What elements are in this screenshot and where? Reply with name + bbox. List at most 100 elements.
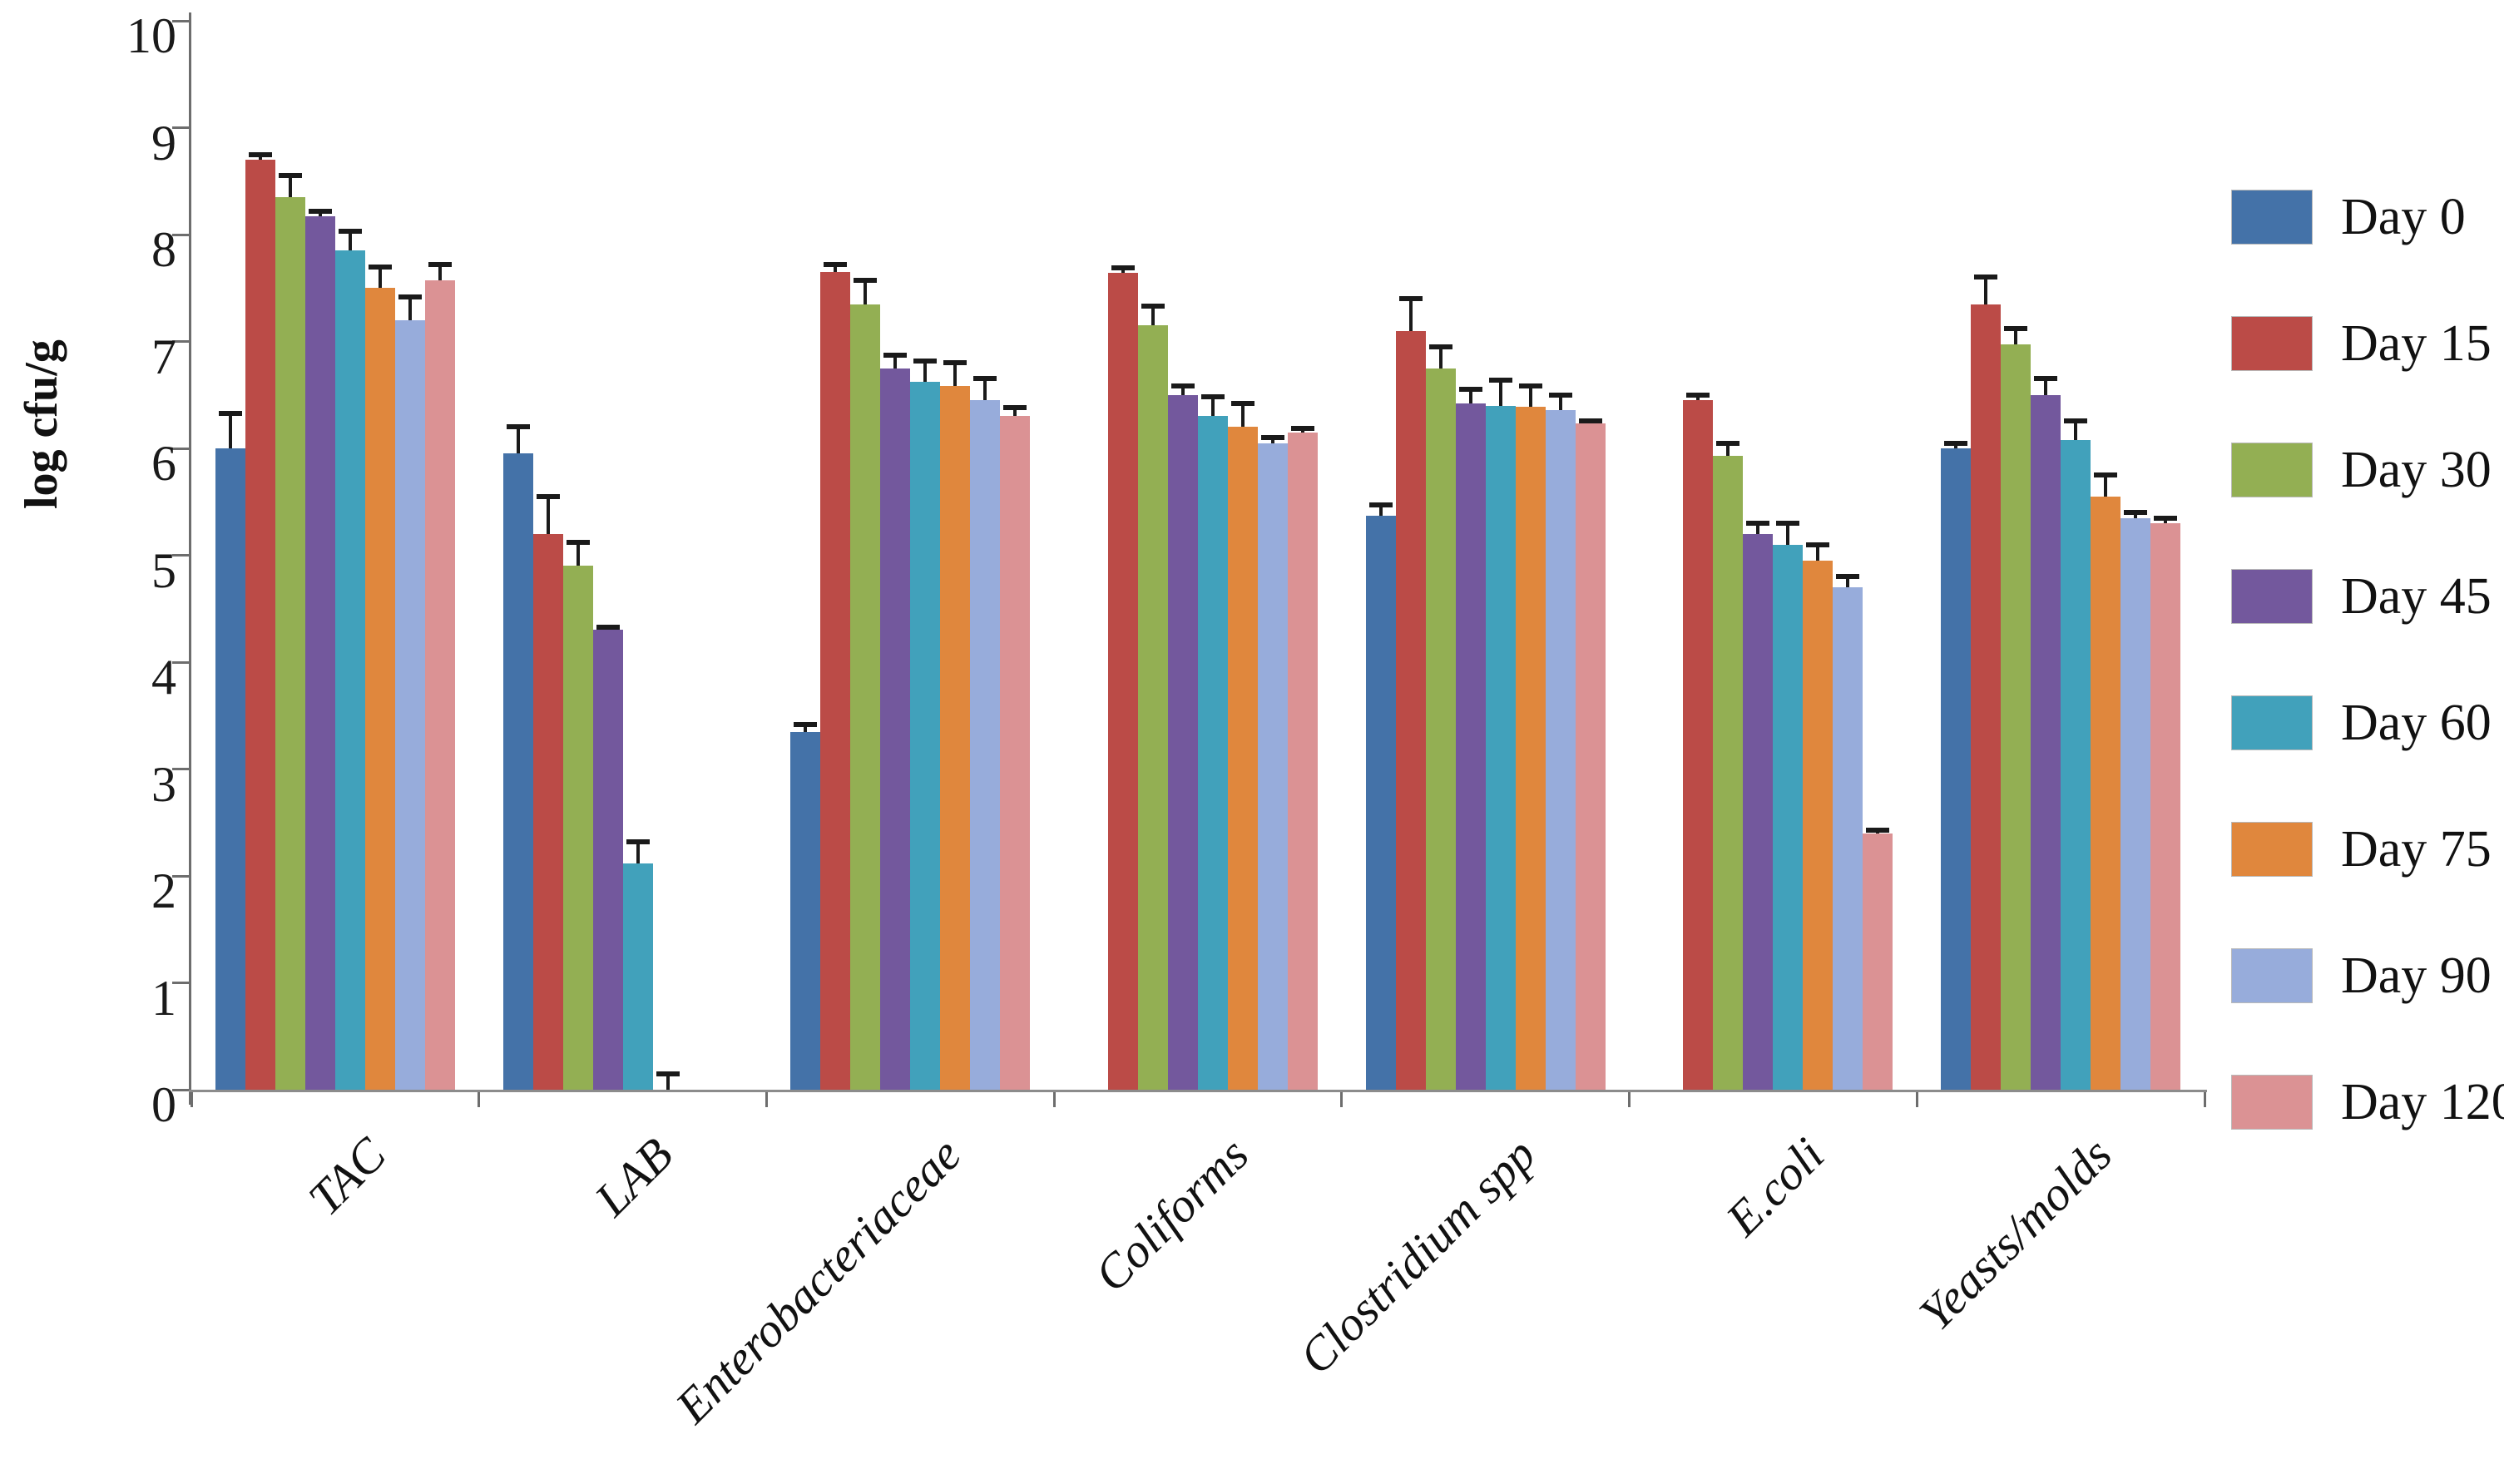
y-axis-line — [189, 12, 191, 1105]
error-bar-line — [1438, 346, 1443, 369]
bar-day15-enterobacteriaceae — [820, 271, 851, 1090]
error-bar-line — [1013, 408, 1017, 417]
bar-day120-e-coli — [1863, 833, 1893, 1090]
bar-day75-yeasts-molds — [2091, 496, 2121, 1090]
error-bar-line — [516, 427, 520, 454]
legend-label: Day 75 — [2341, 821, 2492, 878]
bar-day75-enterobacteriaceae — [940, 386, 971, 1090]
x-axis-label: Enterobacteriaceae — [665, 1127, 972, 1434]
error-bar-line — [1121, 267, 1125, 274]
error-bar-cap — [1003, 405, 1027, 411]
bar-day120-tac — [424, 280, 455, 1090]
y-tick — [172, 1088, 189, 1091]
error-bar-line — [666, 1073, 670, 1090]
bar-day45-e-coli — [1743, 533, 1774, 1090]
bar-day90-coliforms — [1258, 443, 1288, 1090]
error-bar-cap — [1836, 574, 1860, 580]
error-bar-line — [576, 542, 580, 566]
plot-area: 0 1 2 3 4 5 6 7 8 9 10 TAC LAB Enterobacteriaceae Coli… — [126, 11, 2207, 1433]
bar-day15-yeasts-molds — [1971, 304, 2002, 1090]
error-bar-cap — [428, 261, 452, 267]
error-bar-cap — [218, 410, 242, 416]
error-bar-cap — [883, 353, 908, 359]
legend-label: Day 0 — [2341, 189, 2466, 245]
legend-swatch-icon — [2231, 190, 2313, 245]
error-bar-cap — [308, 208, 332, 214]
legend-label: Day 45 — [2341, 568, 2492, 625]
error-bar-cap — [506, 424, 530, 430]
bar-day15-coliforms — [1108, 273, 1138, 1090]
error-bar-line — [2014, 329, 2018, 345]
bar-day45-yeasts-molds — [2031, 394, 2061, 1090]
error-bar-cap — [1458, 387, 1482, 393]
legend-label: Day 60 — [2341, 695, 2492, 751]
y-tick — [172, 126, 189, 129]
error-bar-cap — [2034, 376, 2058, 382]
error-bar-line — [1786, 522, 1790, 545]
error-bar-line — [834, 264, 838, 272]
error-bar-cap — [626, 838, 650, 844]
error-bar-cap — [1578, 418, 1602, 423]
bar-day15-tac — [245, 160, 275, 1090]
legend-swatch-icon — [2231, 948, 2313, 1003]
legend-swatch-icon — [2231, 569, 2313, 624]
error-bar-line — [893, 355, 898, 369]
error-bar-cap — [1398, 296, 1423, 302]
error-bar-line — [1241, 403, 1245, 428]
bar-day0-clostridium-spp — [1365, 515, 1396, 1090]
legend-label: Day 15 — [2341, 315, 2492, 372]
error-bar-cap — [2094, 472, 2118, 478]
x-tick — [1915, 1092, 1918, 1107]
error-bar-cap — [338, 229, 362, 235]
bar-day60-enterobacteriaceae — [910, 382, 941, 1090]
bar-day120-yeasts-molds — [2150, 522, 2181, 1090]
x-tick — [765, 1092, 768, 1107]
error-bar-line — [1954, 443, 1958, 448]
error-bar-cap — [1746, 520, 1770, 526]
y-tick — [172, 660, 189, 664]
error-bar-cap — [398, 294, 422, 299]
bar-day60-e-coli — [1773, 544, 1804, 1090]
error-bar-line — [2104, 475, 2108, 497]
bar-day30-tac — [275, 197, 305, 1090]
x-tick — [190, 1092, 193, 1107]
error-bar-line — [1378, 505, 1383, 516]
bar-day90-enterobacteriaceae — [970, 400, 1001, 1090]
legend-swatch-icon — [2231, 695, 2313, 750]
error-bar-cap — [1291, 425, 1314, 431]
error-bar-line — [546, 496, 550, 534]
bar-day120-clostridium-spp — [1575, 423, 1606, 1090]
error-bar-cap — [1686, 392, 1710, 398]
bar-day0-lab — [502, 453, 533, 1090]
y-tick — [172, 340, 189, 343]
error-bar-cap — [596, 624, 620, 630]
error-bar-line — [2134, 512, 2138, 518]
bar-day60-tac — [334, 250, 365, 1090]
bar-day120-coliforms — [1288, 432, 1318, 1090]
bar-day0-tac — [215, 448, 245, 1090]
legend-label: Day 90 — [2341, 947, 2492, 1004]
bar-day30-e-coli — [1713, 456, 1744, 1090]
error-bar-line — [1816, 544, 1820, 561]
error-bar-cap — [278, 173, 302, 179]
error-bar-cap — [2004, 326, 2028, 332]
error-bar-line — [1696, 394, 1700, 401]
legend-label: Day 120 — [2341, 1074, 2504, 1130]
error-bar-cap — [1548, 392, 1572, 398]
error-bar-line — [1181, 386, 1185, 395]
bar-day30-coliforms — [1138, 325, 1168, 1090]
bar-day30-enterobacteriaceae — [850, 304, 881, 1090]
y-tick — [172, 447, 189, 450]
error-bar-line — [1468, 389, 1472, 404]
error-bar-line — [1151, 306, 1155, 326]
error-bar-cap — [1776, 520, 1800, 526]
error-bar-cap — [1368, 502, 1393, 508]
bar-day45-clostridium-spp — [1455, 403, 1486, 1090]
bar-day90-clostridium-spp — [1545, 409, 1576, 1090]
error-bar-line — [804, 724, 808, 732]
error-bar-cap — [1488, 377, 1512, 383]
bar-day75-e-coli — [1803, 560, 1833, 1090]
error-bar-line — [864, 280, 868, 304]
error-bar-line — [1984, 277, 1988, 304]
error-bar-cap — [2124, 510, 2148, 516]
